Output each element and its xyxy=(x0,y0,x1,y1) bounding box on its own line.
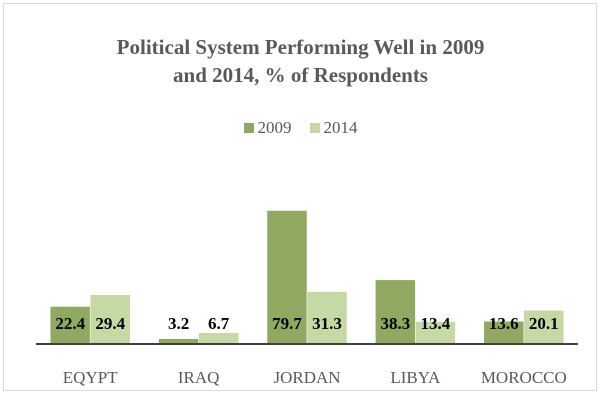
data-label-2009-iraq: 3.2 xyxy=(168,314,189,333)
data-label-2009-jordan: 79.7 xyxy=(272,314,302,333)
data-label-2014-iraq: 6.7 xyxy=(208,314,230,333)
chart-title-line-2: and 2014, % of Respondents xyxy=(173,63,428,87)
bar-2009-libya xyxy=(375,279,416,345)
data-label-2014-jordan: 31.3 xyxy=(312,314,342,333)
legend-swatch-2014 xyxy=(309,123,320,133)
bar-2014-iraq xyxy=(198,332,239,345)
legend-item-2014: 2014 xyxy=(309,118,358,138)
data-label-2009-eqypt: 22.4 xyxy=(55,314,85,333)
category-label-eqypt: EQYPT xyxy=(63,368,118,387)
legend-label-2009: 2009 xyxy=(257,118,292,137)
legend-item-2009: 2009 xyxy=(243,118,292,138)
chart-legend: 2009 2014 xyxy=(0,118,601,138)
legend-label-2014: 2014 xyxy=(323,118,358,137)
chart-title-line-1: Political System Performing Well in 2009 xyxy=(116,35,485,59)
category-label-iraq: IRAQ xyxy=(178,368,220,387)
bar-2014-jordan xyxy=(306,291,348,345)
data-label-2014-eqypt: 29.4 xyxy=(95,314,125,333)
data-label-2009-libya: 38.3 xyxy=(381,314,411,333)
bar-2014-morocco xyxy=(523,310,565,345)
data-label-2014-libya: 13.4 xyxy=(421,314,451,333)
legend-swatch-2009 xyxy=(243,123,254,133)
data-label-2014-morocco: 20.1 xyxy=(529,314,559,333)
bar-2009-eqypt xyxy=(49,306,91,345)
category-label-morocco: MOROCCO xyxy=(481,368,567,387)
category-label-jordan: JORDAN xyxy=(273,368,340,387)
data-label-2009-morocco: 13.6 xyxy=(489,314,519,333)
category-label-libya: LIBYA xyxy=(390,368,441,387)
